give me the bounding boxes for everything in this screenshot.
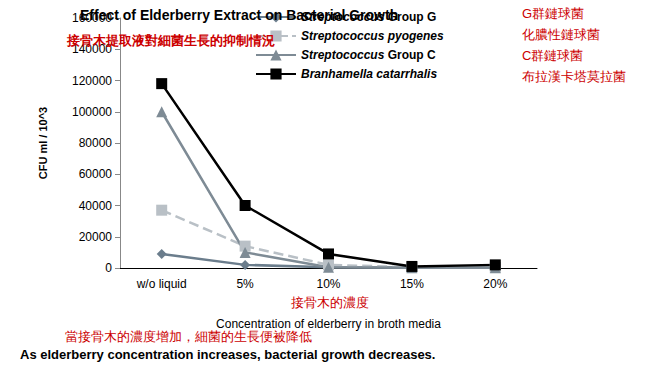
svg-text:120000: 120000 [72,74,112,88]
svg-text:C: C [427,48,436,62]
svg-text:100000: 100000 [72,105,112,119]
svg-text:Streptococcus: Streptococcus [301,48,385,62]
svg-text:Effect of Elderberry Extract o: Effect of Elderberry Extract on Bacteria… [80,7,398,23]
svg-text:40000: 40000 [79,199,113,213]
svg-text:15%: 15% [400,277,424,291]
svg-text:布拉漢卡塔莫拉菌: 布拉漢卡塔莫拉菌 [522,69,626,84]
svg-text:接骨木提取液對細菌生長的抑制情況: 接骨木提取液對細菌生長的抑制情況 [66,33,275,48]
svg-text:Streptococcus: Streptococcus [301,29,385,43]
svg-text:化膿性鏈球菌: 化膿性鏈球菌 [522,27,600,42]
svg-text:80000: 80000 [79,136,113,150]
svg-text:10%: 10% [316,277,340,291]
svg-text:20%: 20% [483,277,507,291]
svg-text:G群鏈球菌: G群鏈球菌 [522,6,584,21]
svg-text:As elderberry concentration in: As elderberry concentration increases, b… [20,347,435,362]
svg-text:catarrhalis: catarrhalis [376,67,437,81]
svg-text:C群鏈球菌: C群鏈球菌 [522,48,583,63]
svg-text:CFU ml / 10^3: CFU ml / 10^3 [37,107,49,179]
svg-text:w/o liquid: w/o liquid [136,277,187,291]
svg-text:Group: Group [388,48,424,62]
svg-text:60000: 60000 [79,167,113,181]
svg-text:G: G [427,10,436,24]
svg-text:0: 0 [105,261,112,275]
svg-text:20000: 20000 [79,230,113,244]
svg-text:pyogenes: pyogenes [387,29,444,43]
svg-text:5%: 5% [236,277,254,291]
svg-text:Branhamella: Branhamella [301,67,373,81]
svg-text:當接骨木的濃度增加，細菌的生長便被降低: 當接骨木的濃度增加，細菌的生長便被降低 [65,329,312,344]
svg-text:接骨木的濃度: 接骨木的濃度 [291,295,369,310]
